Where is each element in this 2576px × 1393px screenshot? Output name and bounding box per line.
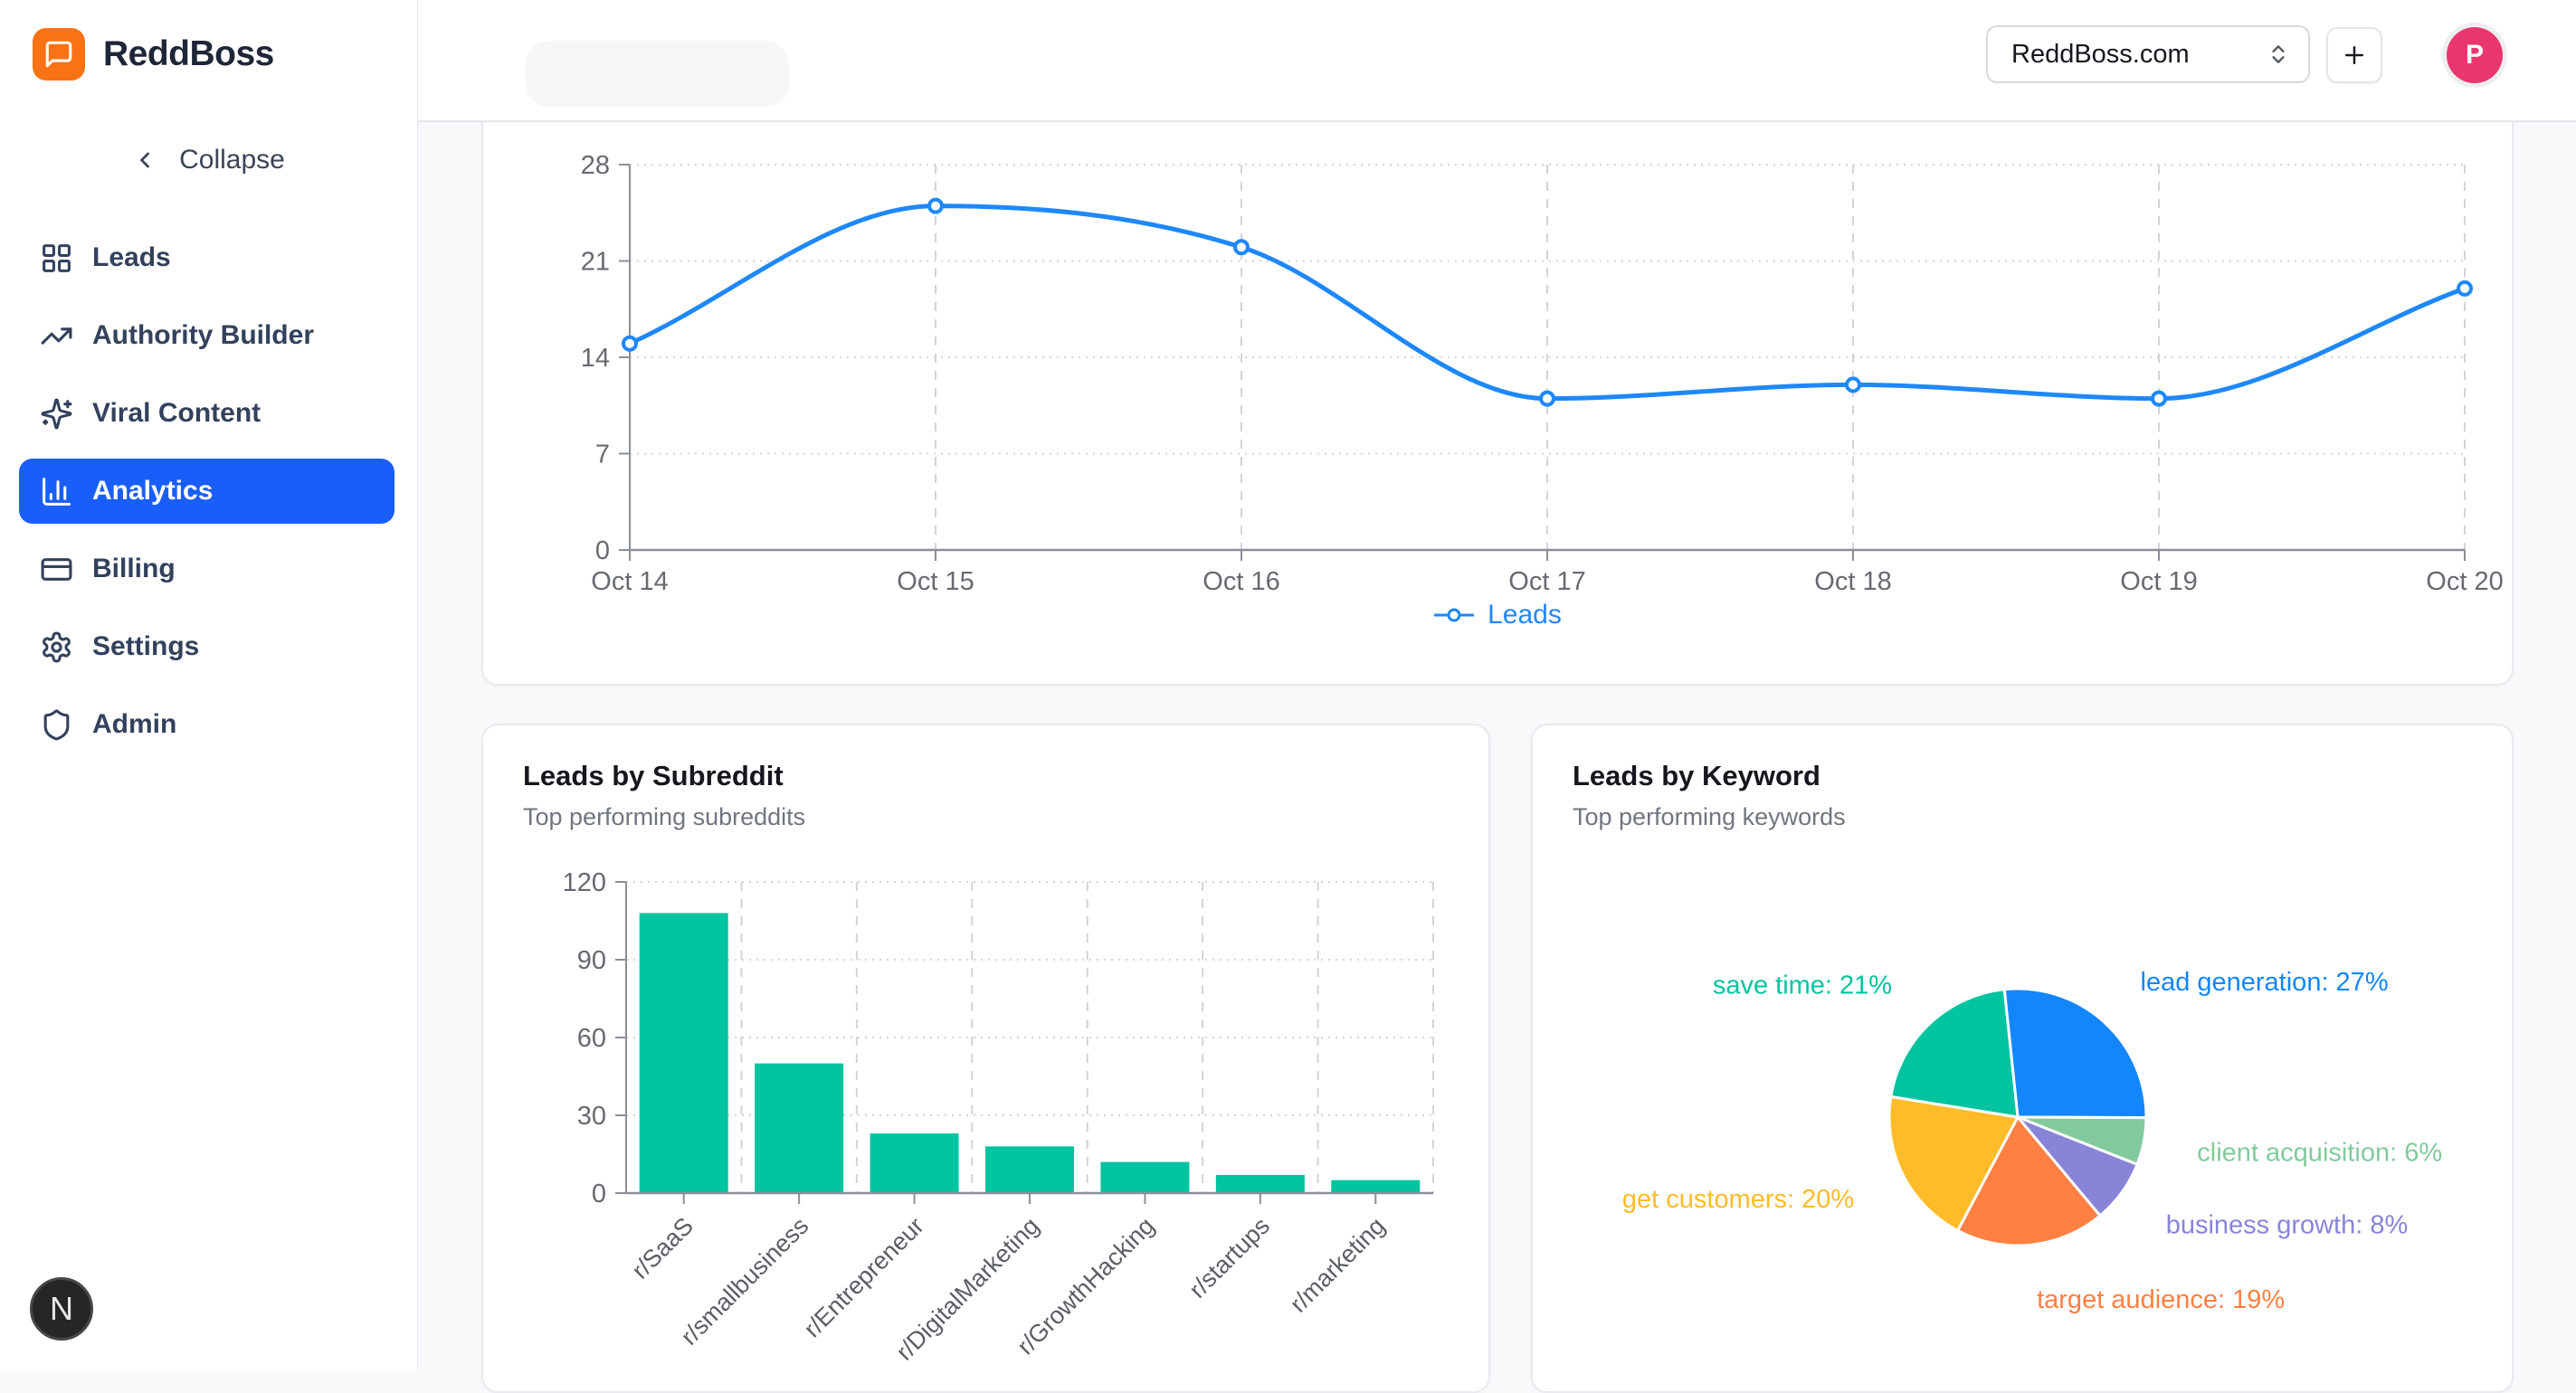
nextjs-dev-badge[interactable]: N <box>30 1277 93 1341</box>
shield-icon <box>43 708 70 740</box>
brand-name: ReddBoss <box>103 34 274 73</box>
svg-text:r/Entrepreneur: r/Entrepreneur <box>798 1212 928 1342</box>
svg-text:120: 120 <box>563 868 606 897</box>
svg-text:21: 21 <box>581 248 610 277</box>
card-title: Leads by Subreddit <box>523 760 784 791</box>
svg-text:r/marketing: r/marketing <box>1285 1212 1391 1318</box>
main-content: 0 7 14 21 28 Oct 14 Oct 15 Oct 16 Oct 17 Oct 18 Oc… <box>418 84 2576 1393</box>
leads-by-subreddit-card: Leads by Subreddit Top performing subred… <box>481 724 1490 1393</box>
chevron-left-icon <box>140 152 150 168</box>
svg-text:60: 60 <box>577 1024 606 1053</box>
sidebar-collapse-button[interactable]: Collapse <box>0 134 417 186</box>
sidebar-item-label: Leads <box>92 242 171 272</box>
leads-line-chart: 0 7 14 21 28 Oct 14 Oct 15 Oct 16 Oct 17 Oct 18 Oc… <box>581 151 2504 592</box>
sidebar-item-settings[interactable]: Settings <box>19 614 394 679</box>
sidebar-nav: Leads Authority Builder Viral Content An… <box>19 225 394 770</box>
svg-text:28: 28 <box>581 151 610 180</box>
sidebar-item-label: Admin <box>92 709 177 739</box>
header-skeleton-placeholder <box>526 41 789 107</box>
gear-icon <box>43 631 71 662</box>
svg-text:r/SaaS: r/SaaS <box>626 1212 699 1284</box>
svg-text:business growth: 8%: business growth: 8% <box>2166 1210 2409 1239</box>
brand: ReddBoss <box>33 28 274 81</box>
svg-text:Oct 15: Oct 15 <box>897 567 974 592</box>
add-workspace-button[interactable] <box>2326 27 2382 83</box>
sidebar-item-analytics[interactable]: Analytics <box>19 459 394 524</box>
workspace-selector-value: ReddBoss.com <box>2011 39 2190 69</box>
sidebar-item-billing[interactable]: Billing <box>19 536 394 602</box>
sidebar-item-viral-content[interactable]: Viral Content <box>19 381 394 446</box>
legend-label: Leads <box>1488 600 1562 630</box>
svg-text:0: 0 <box>595 536 610 565</box>
card-subtitle: Top performing subreddits <box>523 803 806 830</box>
svg-text:Oct 16: Oct 16 <box>1202 567 1279 592</box>
svg-text:Oct 17: Oct 17 <box>1508 567 1585 592</box>
svg-text:lead generation: 27%: lead generation: 27% <box>2141 968 2389 997</box>
leads-over-time-card: 0 7 14 21 28 Oct 14 Oct 15 Oct 16 Oct 17 Oct 18 Oc… <box>481 84 2514 686</box>
svg-text:0: 0 <box>592 1180 606 1208</box>
trending-up-icon <box>41 327 72 345</box>
sidebar-item-label: Viral Content <box>92 398 261 428</box>
dev-badge-letter: N <box>50 1290 73 1327</box>
sidebar: ReddBoss Collapse Leads Authority Builde… <box>0 0 418 1372</box>
svg-text:14: 14 <box>581 344 610 373</box>
svg-text:30: 30 <box>577 1102 606 1131</box>
sidebar-item-label: Authority Builder <box>92 320 314 350</box>
chevrons-up-down-icon <box>2272 45 2285 63</box>
app-logo-icon <box>33 28 85 81</box>
bar-chart-icon <box>43 477 71 506</box>
leads-by-keyword-card: Leads by Keyword Top performing keywords… <box>1531 724 2514 1393</box>
card-subtitle: Top performing keywords <box>1573 803 1846 830</box>
sidebar-item-leads[interactable]: Leads <box>19 225 394 290</box>
svg-text:Oct 19: Oct 19 <box>2120 567 2197 592</box>
plus-icon <box>2345 46 2363 64</box>
svg-text:target audience: 19%: target audience: 19% <box>2037 1285 2285 1314</box>
sidebar-item-label: Analytics <box>92 476 214 506</box>
svg-text:90: 90 <box>577 946 606 975</box>
sidebar-item-admin[interactable]: Admin <box>19 692 394 757</box>
svg-text:Oct 18: Oct 18 <box>1814 567 1891 592</box>
collapse-label: Collapse <box>179 145 285 175</box>
sidebar-item-label: Settings <box>92 631 200 661</box>
subreddit-bar-chart: 0306090120r/SaaSr/smallbusinessr/Entrepr… <box>563 868 1434 1366</box>
sidebar-item-label: Billing <box>92 554 176 583</box>
keyword-pie-chart: lead generation: 27% client acquisition: … <box>1622 968 2442 1314</box>
sidebar-item-authority-builder[interactable]: Authority Builder <box>19 303 394 368</box>
svg-text:get customers: 20%: get customers: 20% <box>1622 1185 1854 1214</box>
line-chart-legend[interactable]: Leads <box>483 600 2512 630</box>
svg-text:7: 7 <box>595 441 610 469</box>
avatar-initial: P <box>2465 40 2484 70</box>
message-square-icon <box>45 41 72 68</box>
legend-line-marker-icon <box>1434 608 1475 622</box>
svg-text:Oct 14: Oct 14 <box>591 567 668 592</box>
workspace-selector[interactable]: ReddBoss.com <box>1986 25 2310 83</box>
topbar: ReddBoss.com P <box>418 0 2576 122</box>
credit-card-icon <box>41 557 72 581</box>
card-title: Leads by Keyword <box>1573 760 1820 791</box>
svg-text:r/startups: r/startups <box>1183 1212 1275 1303</box>
sparkles-icon <box>41 398 72 429</box>
user-avatar[interactable]: P <box>2447 27 2503 83</box>
svg-text:client acquisition: 6%: client acquisition: 6% <box>2197 1138 2442 1167</box>
svg-text:save time: 21%: save time: 21% <box>1713 971 1892 1000</box>
grid-icon <box>43 243 71 272</box>
svg-text:Oct 20: Oct 20 <box>2426 567 2503 592</box>
